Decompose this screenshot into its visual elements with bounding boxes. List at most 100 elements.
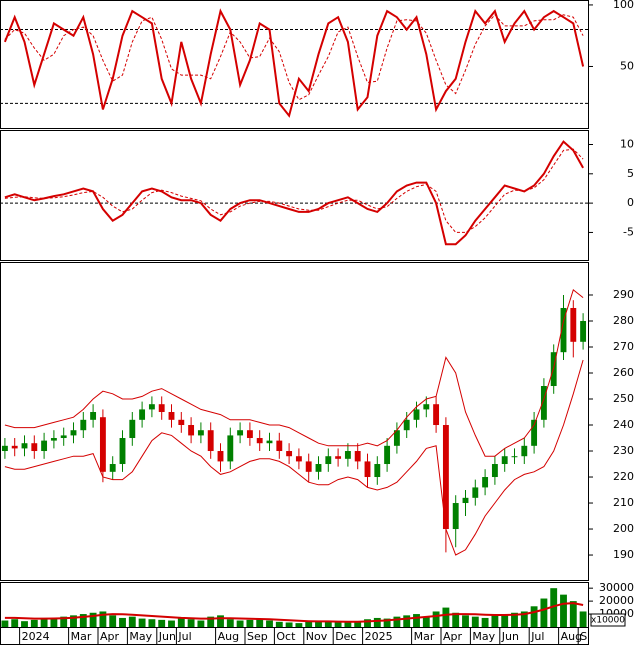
candle-body: [540, 386, 547, 420]
stochastic-panel: [0, 0, 589, 129]
candle-body: [139, 409, 146, 420]
candle-body: [21, 443, 28, 449]
series-line: [4, 148, 584, 233]
candle-body: [521, 445, 528, 457]
candle-body: [286, 451, 293, 457]
volume-bar: [30, 619, 38, 627]
candle-body: [325, 456, 332, 465]
candle-body: [374, 464, 381, 478]
macd-panel: [0, 130, 589, 261]
candle-body: [570, 307, 577, 342]
volume-bar: [442, 607, 450, 627]
y-tick-label: 280: [613, 314, 634, 327]
x-tick-label: 2025: [365, 630, 393, 643]
candle-body: [11, 445, 18, 449]
volume-bar: [50, 618, 58, 627]
volume-bar: [315, 620, 322, 627]
volume-bar: [511, 612, 518, 627]
volume-bar: [197, 620, 205, 627]
candle-body: [472, 487, 479, 498]
series-line: [4, 14, 584, 101]
x-tick-label: Mar: [71, 630, 92, 643]
volume-bar: [540, 598, 548, 627]
unit-box: [590, 613, 626, 627]
volume-bar: [60, 616, 68, 627]
y-tick-label: 100: [613, 0, 634, 11]
volume-bar: [217, 615, 224, 627]
y-tick-label: 20000: [599, 594, 634, 607]
volume-bar: [560, 594, 567, 627]
candle-body: [393, 430, 400, 446]
x-tick-label: Oct: [276, 630, 296, 643]
volume-bar: [40, 617, 48, 627]
y-tick-label: 30000: [599, 581, 634, 594]
volume-bar: [285, 622, 293, 627]
candle-body: [197, 430, 204, 436]
candle-body: [50, 438, 57, 441]
volume-bar: [168, 620, 175, 627]
volume-bar: [99, 611, 107, 627]
series-line: [4, 602, 584, 623]
candle-body: [354, 451, 361, 462]
candle-body: [295, 456, 302, 462]
volume-bar: [148, 619, 156, 627]
volume-bar: [364, 619, 371, 627]
x-tick-label: Apr: [443, 630, 463, 643]
candle-body: [60, 435, 67, 439]
candle-body: [158, 404, 165, 413]
candle-body: [482, 477, 489, 488]
volume-bar: [305, 621, 313, 627]
candle-body: [237, 430, 244, 436]
candle-body: [188, 425, 195, 436]
x-tick-label: S: [580, 630, 587, 643]
volume-bar: [481, 617, 489, 627]
y-tick-label: 220: [613, 470, 634, 483]
candle-body: [178, 419, 185, 426]
candle-body: [70, 430, 77, 436]
candle-body: [276, 440, 283, 452]
volume-bar: [295, 623, 303, 627]
candle-body: [41, 440, 48, 452]
candle-body: [109, 464, 116, 472]
candle-body: [256, 438, 263, 444]
volume-bar: [256, 619, 264, 627]
y-tick-label: 10: [620, 137, 634, 150]
y-tick-label: 200: [613, 522, 634, 535]
volume-bar: [432, 611, 440, 627]
candle-body: [433, 404, 440, 426]
candle-body: [403, 419, 410, 431]
candle-body: [344, 451, 351, 459]
volume-bar: [1, 620, 9, 627]
y-tick-label: 0: [627, 196, 634, 209]
volume-bar: [236, 620, 244, 627]
x-tick-label: Dec: [335, 630, 356, 643]
series-line: [4, 359, 584, 556]
volume-bar: [207, 616, 215, 627]
volume-bar: [393, 616, 401, 627]
x-tick-label: Nov: [306, 630, 328, 643]
candle-body: [217, 451, 224, 462]
volume-bar: [422, 616, 430, 627]
candle-body: [119, 438, 126, 465]
y-tick-label: 50: [620, 59, 634, 72]
series-line: [4, 140, 584, 246]
candle-body: [580, 320, 587, 342]
volume-bar: [383, 618, 391, 627]
candle-body: [560, 307, 567, 353]
candle-body: [246, 430, 253, 439]
candle-body: [384, 445, 391, 465]
x-tick-label: Jul: [177, 630, 191, 643]
volume-bar: [530, 606, 538, 627]
volume-bar: [21, 621, 28, 627]
candle-body: [227, 435, 234, 462]
volume-bar: [177, 617, 185, 627]
candle-body: [364, 461, 371, 478]
volume-bar: [158, 619, 166, 627]
volume-bar: [579, 611, 587, 627]
price-panel: [0, 262, 589, 581]
candle-body: [423, 404, 430, 410]
series-line: [3, 8, 585, 118]
candle-body: [413, 409, 420, 420]
series-line: [4, 288, 584, 457]
